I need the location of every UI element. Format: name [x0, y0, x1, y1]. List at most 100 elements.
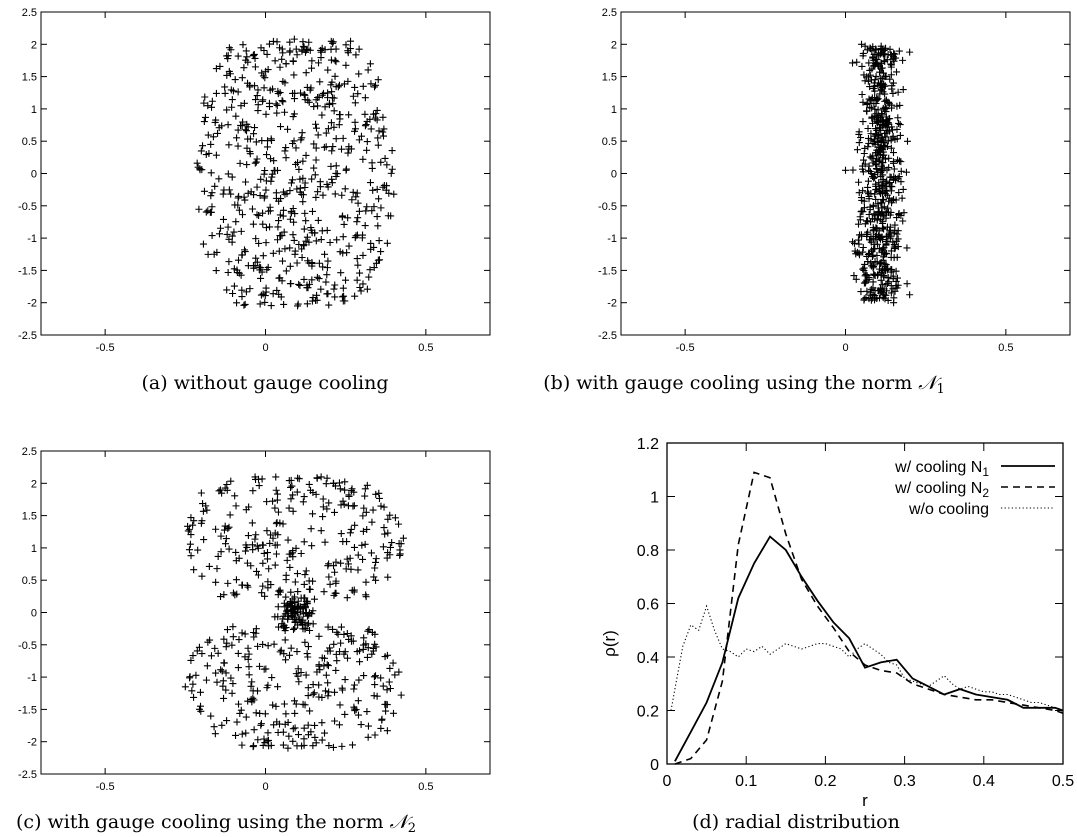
data-point [902, 168, 910, 176]
data-point [315, 275, 323, 283]
data-point [267, 135, 275, 143]
data-point [239, 41, 247, 49]
data-point [892, 54, 900, 62]
data-point [272, 100, 280, 108]
data-point [282, 710, 290, 718]
data-point [309, 607, 317, 615]
data-point [877, 64, 885, 72]
data-point [241, 300, 249, 308]
data-point [196, 688, 204, 696]
data-point [286, 215, 294, 223]
data-point [222, 540, 230, 548]
data-point [301, 209, 309, 217]
data-point [262, 224, 270, 232]
data-point [276, 89, 284, 97]
data-point [866, 66, 874, 74]
data-point [286, 262, 294, 270]
data-point [302, 567, 310, 575]
data-point [869, 119, 877, 127]
data-point [260, 549, 268, 557]
data-point [351, 707, 359, 715]
data-point [192, 671, 200, 679]
data-point [893, 68, 901, 76]
x-tick-label: 0 [663, 773, 672, 790]
data-point [302, 69, 310, 77]
data-point [274, 508, 282, 516]
data-point [855, 130, 863, 138]
data-point [325, 499, 333, 507]
data-point [289, 507, 297, 515]
data-point [207, 192, 215, 200]
data-point [372, 576, 380, 584]
data-point [896, 157, 904, 165]
data-point [879, 196, 887, 204]
data-point [302, 151, 310, 159]
data-point [234, 88, 242, 96]
data-point [872, 230, 880, 238]
data-point [259, 582, 267, 590]
data-point [327, 56, 335, 64]
data-point [385, 678, 393, 686]
data-point [272, 520, 280, 528]
data-point [280, 228, 288, 236]
data-point [240, 301, 248, 309]
data-point [313, 668, 321, 676]
data-point [386, 511, 394, 519]
data-point [357, 721, 365, 729]
data-point [332, 577, 340, 585]
data-point [387, 169, 395, 177]
data-point [889, 89, 897, 97]
data-point [315, 59, 323, 67]
data-point [323, 661, 331, 669]
data-point [875, 179, 883, 187]
data-point [330, 285, 338, 293]
data-point [329, 743, 337, 751]
data-point [186, 540, 194, 548]
data-point [877, 44, 885, 52]
data-point [380, 524, 388, 532]
data-point [276, 648, 284, 656]
data-point [207, 652, 215, 660]
data-point [290, 697, 298, 705]
data-point [287, 209, 295, 217]
data-point [260, 84, 268, 92]
data-point [312, 156, 320, 164]
data-point [339, 284, 347, 292]
data-point [296, 175, 304, 183]
data-point [872, 72, 880, 80]
data-point [212, 89, 220, 97]
data-point [218, 667, 226, 675]
data-point [228, 173, 236, 181]
data-point [372, 490, 380, 498]
data-point [353, 231, 361, 239]
data-point [865, 190, 873, 198]
data-point [270, 721, 278, 729]
data-point [892, 176, 900, 184]
x-tick-label: 0 [262, 781, 268, 793]
data-point [264, 729, 272, 737]
data-point [353, 255, 361, 263]
data-point [863, 287, 871, 295]
data-point [232, 576, 240, 584]
y-tick-label: 0 [611, 169, 617, 181]
data-point [252, 254, 260, 262]
data-point [354, 90, 362, 98]
x-tick-label: -0.5 [676, 342, 695, 354]
data-point [228, 238, 236, 246]
data-point [342, 565, 350, 573]
data-point [271, 57, 279, 65]
data-point [280, 650, 288, 658]
data-point [275, 247, 283, 255]
data-point [251, 54, 259, 62]
x-tick-label: 0.2 [814, 773, 836, 790]
data-point [377, 674, 385, 682]
data-point [249, 262, 257, 270]
data-point [300, 493, 308, 501]
data-point [351, 99, 359, 107]
data-point [225, 523, 233, 531]
data-point [882, 249, 890, 257]
data-point [353, 189, 361, 197]
data-point [198, 650, 206, 658]
data-point [273, 101, 281, 109]
data-point [371, 681, 379, 689]
